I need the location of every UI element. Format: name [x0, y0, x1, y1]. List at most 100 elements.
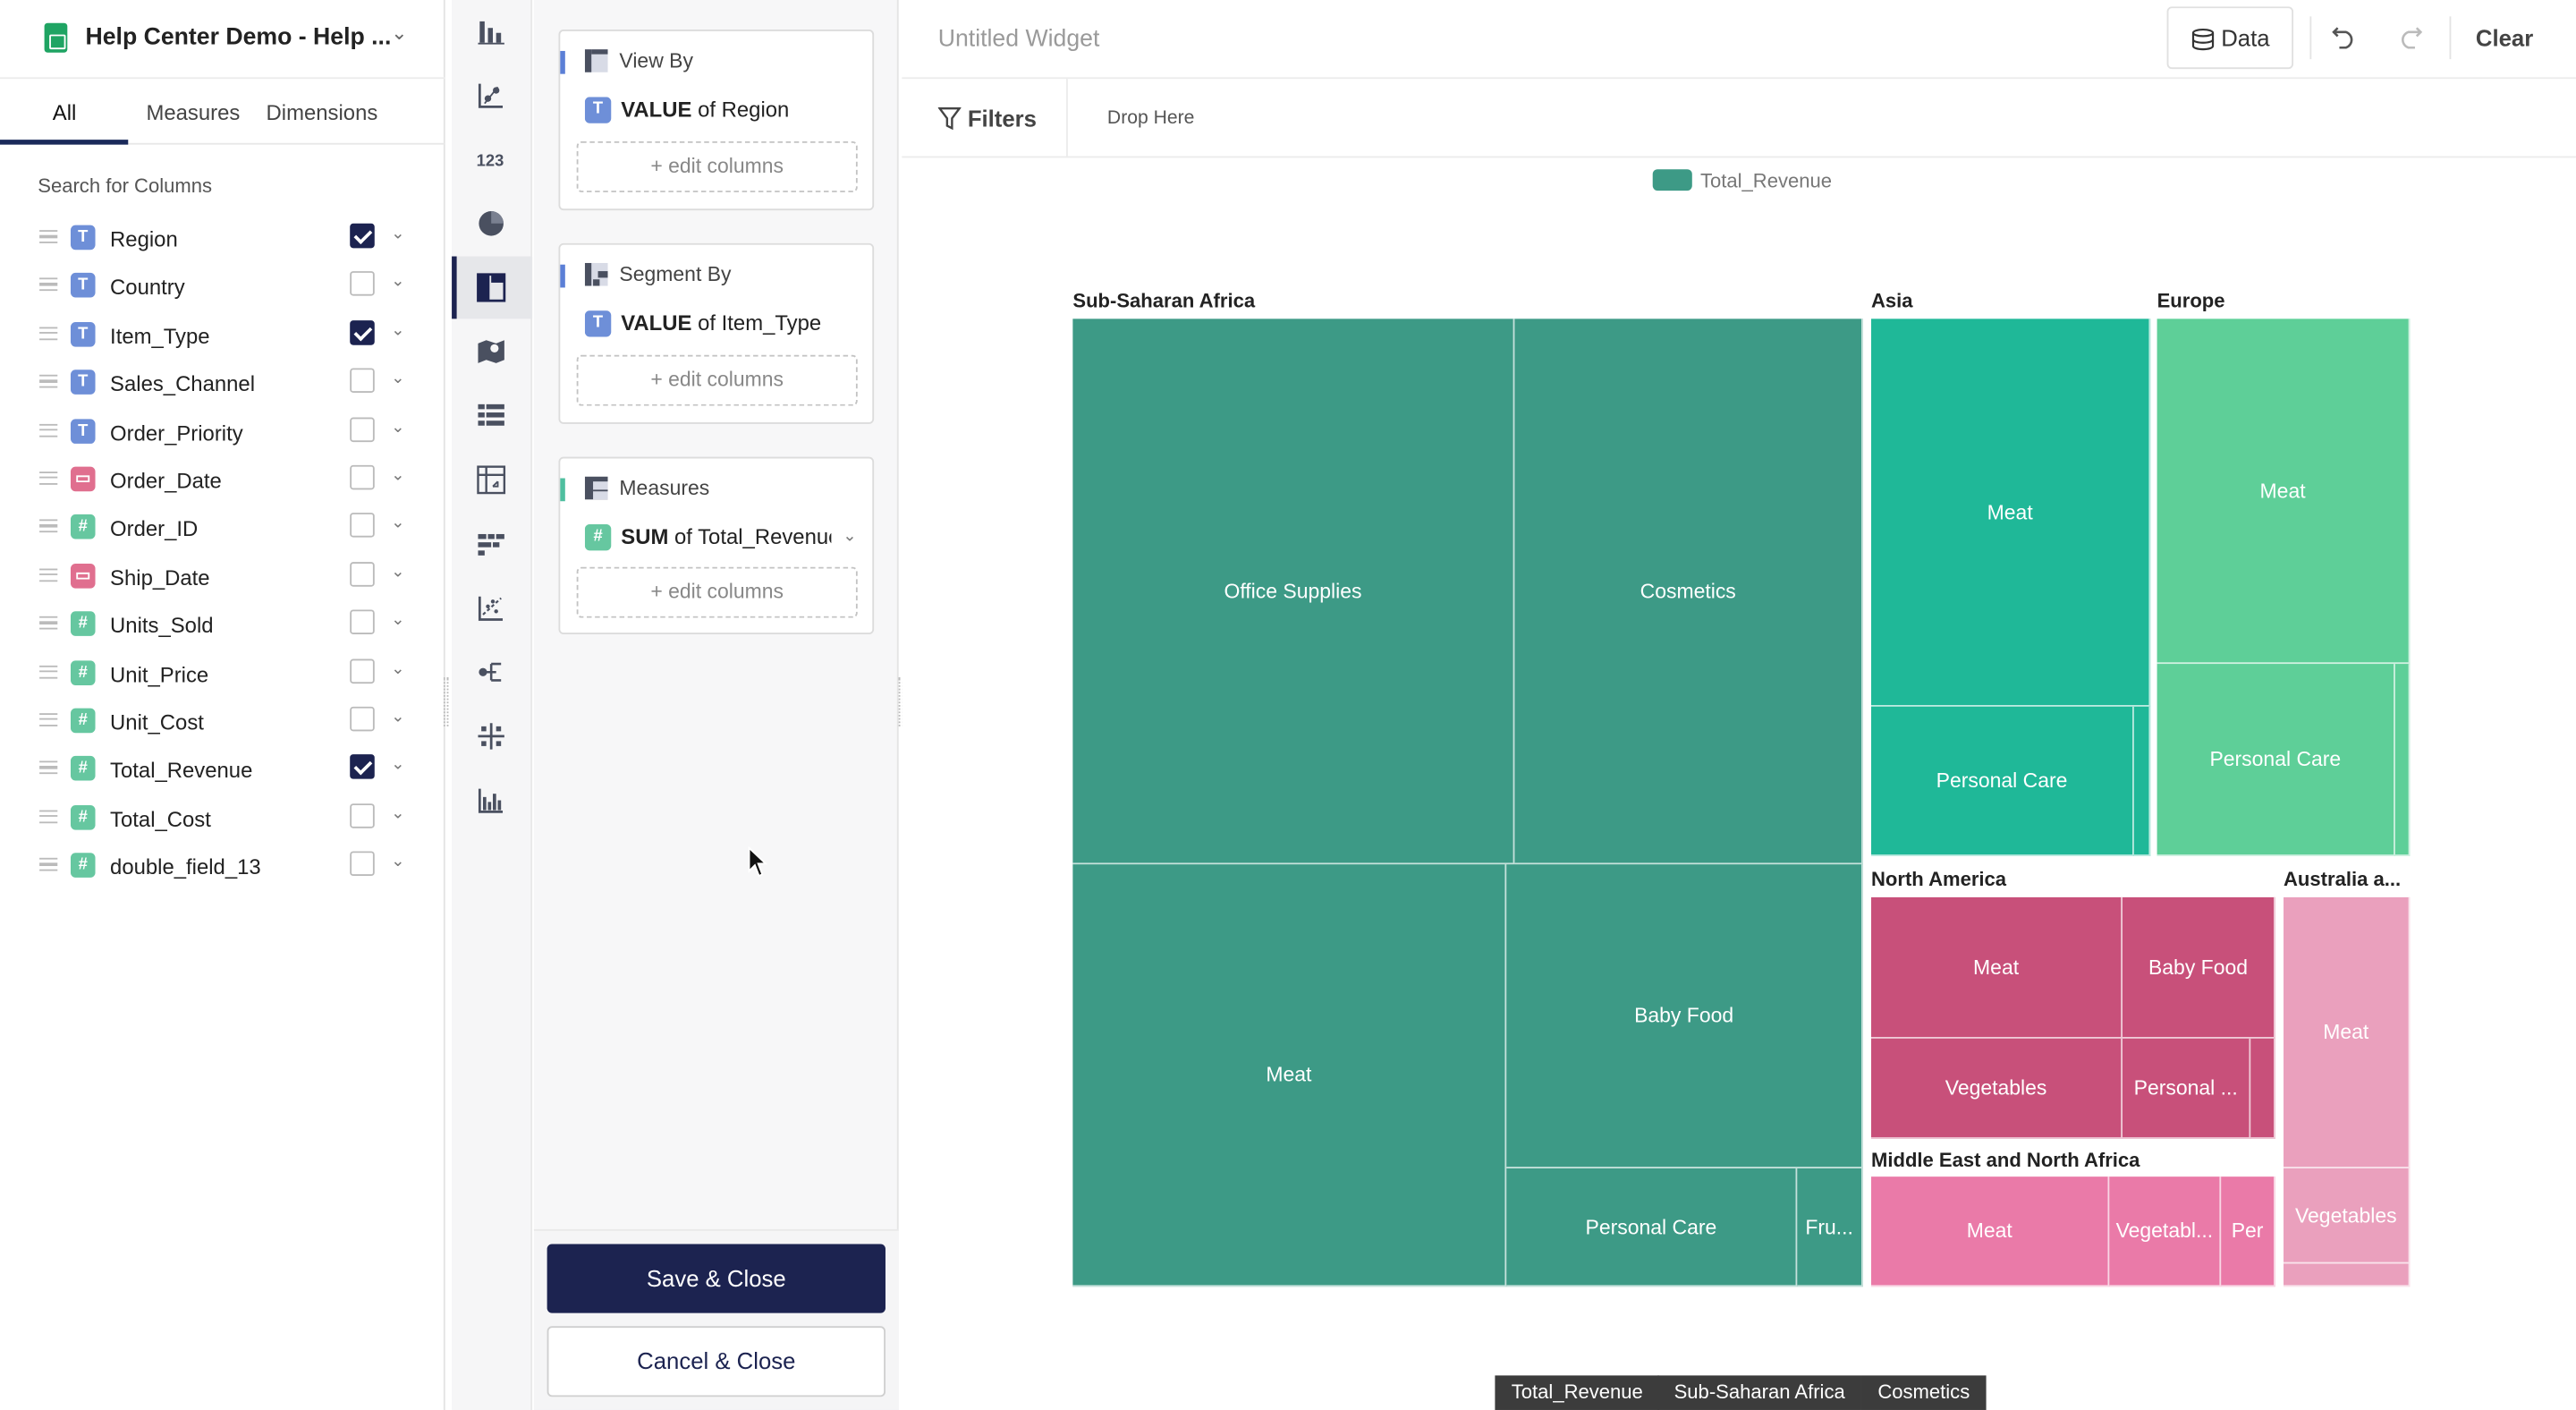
tab-measures[interactable]: Measures — [146, 100, 241, 125]
drag-handle-icon[interactable] — [39, 327, 58, 340]
treemap-cell[interactable]: Meat — [1871, 319, 2151, 707]
column-row[interactable]: # Units_Sold ⌄ — [0, 601, 445, 650]
treemap-cell[interactable]: Baby Food — [1506, 864, 1863, 1168]
filter-drop-zone[interactable]: Drop Here — [1106, 108, 1195, 129]
column-row[interactable]: # Total_Revenue ⌄ — [0, 746, 445, 794]
tab-dimensions[interactable]: Dimensions — [266, 100, 378, 125]
pivot-chart-type-button[interactable] — [452, 448, 532, 511]
breadcrumb-item[interactable]: Total_Revenue — [1495, 1375, 1660, 1410]
column-checkbox[interactable] — [350, 561, 375, 587]
drag-handle-icon[interactable] — [39, 616, 58, 630]
cancel-close-button[interactable]: Cancel & Close — [547, 1326, 886, 1397]
treemap-cell[interactable]: Fru... — [1797, 1168, 1863, 1287]
column-row[interactable]: # Order_ID ⌄ — [0, 505, 445, 554]
treemap-cell[interactable] — [2250, 1038, 2275, 1139]
treemap-cell[interactable]: Office Supplies — [1072, 319, 1515, 865]
drag-handle-icon[interactable] — [39, 423, 58, 437]
column-row[interactable]: T Item_Type ⌄ — [0, 312, 445, 361]
drag-handle-icon[interactable] — [39, 712, 58, 726]
drag-handle-icon[interactable] — [39, 278, 58, 292]
measures-field[interactable]: # SUM of Total_Revenue — [584, 523, 831, 552]
chevron-down-icon[interactable]: ⌄ — [391, 21, 408, 45]
treemap-cell[interactable] — [2394, 664, 2411, 856]
treemap-cell[interactable]: Per — [2221, 1176, 2275, 1287]
drag-handle-icon[interactable] — [39, 665, 58, 678]
drag-handle-icon[interactable] — [39, 471, 58, 485]
column-checkbox[interactable] — [350, 319, 375, 345]
column-row[interactable]: # Unit_Cost ⌄ — [0, 698, 445, 746]
treemap-cell[interactable]: Meat — [1871, 896, 2123, 1039]
column-checkbox[interactable] — [350, 851, 375, 877]
chevron-down-icon[interactable]: ⌄ — [391, 369, 405, 388]
pie-chart-type-button[interactable] — [452, 192, 532, 255]
drag-handle-icon[interactable] — [39, 230, 58, 243]
chevron-down-icon[interactable]: ⌄ — [391, 659, 405, 678]
data-button[interactable]: Data — [2166, 6, 2294, 70]
column-row[interactable]: # double_field_13 ⌄ — [0, 843, 445, 891]
segment-by-edit-columns-button[interactable]: + edit columns — [576, 354, 858, 406]
column-checkbox[interactable] — [350, 754, 375, 780]
breadcrumb-item[interactable]: Sub-Saharan Africa — [1657, 1375, 1862, 1410]
treemap-cell[interactable]: Vegetables — [1871, 1038, 2123, 1139]
filters-button[interactable]: Filters — [967, 105, 1037, 132]
treemap-cell[interactable]: Baby Food — [2123, 896, 2275, 1039]
chevron-down-icon[interactable]: ⌄ — [391, 756, 405, 775]
bar-chart-type-button[interactable] — [452, 0, 532, 63]
chevron-down-icon[interactable]: ⌄ — [391, 225, 405, 243]
column-row[interactable]: T Sales_Channel ⌄ — [0, 361, 445, 409]
drag-handle-icon[interactable] — [39, 809, 58, 823]
chevron-down-icon[interactable]: ⌄ — [391, 514, 405, 533]
tab-all[interactable]: All — [52, 100, 77, 125]
column-checkbox[interactable] — [350, 658, 375, 684]
drag-handle-icon[interactable] — [39, 760, 58, 775]
column-search-input[interactable]: Search for Columns — [38, 174, 213, 198]
chevron-down-icon[interactable]: ⌄ — [391, 804, 405, 823]
column-checkbox[interactable] — [350, 223, 375, 249]
column-row[interactable]: # Unit_Price ⌄ — [0, 650, 445, 698]
trend-chart-type-button[interactable] — [452, 577, 532, 640]
chevron-down-icon[interactable]: ⌄ — [391, 273, 405, 292]
column-checkbox[interactable] — [350, 368, 375, 394]
chevron-down-icon[interactable]: ⌄ — [391, 321, 405, 340]
chevron-down-icon[interactable]: ⌄ — [391, 466, 405, 485]
chevron-down-icon[interactable]: ⌄ — [391, 418, 405, 437]
treemap-cell[interactable]: Meat — [1871, 1176, 2110, 1287]
histogram-chart-type-button[interactable] — [452, 769, 532, 832]
funnel-chart-type-button[interactable] — [452, 513, 532, 575]
treemap-cell[interactable]: Vegetables — [2284, 1168, 2411, 1264]
drag-handle-icon[interactable] — [39, 375, 58, 388]
column-checkbox[interactable] — [350, 706, 375, 732]
breadcrumb-item[interactable]: Cosmetics — [1860, 1375, 1987, 1410]
column-checkbox[interactable] — [350, 513, 375, 539]
measures-edit-columns-button[interactable]: + edit columns — [576, 566, 858, 618]
drag-handle-icon[interactable] — [39, 857, 58, 871]
treemap-chart-type-button[interactable] — [452, 256, 533, 319]
chevron-down-icon[interactable]: ⌄ — [391, 611, 405, 630]
treemap-cell[interactable]: Personal Care — [1506, 1168, 1798, 1287]
column-row[interactable]: T Country ⌄ — [0, 264, 445, 312]
table-chart-type-button[interactable] — [452, 385, 532, 447]
treemap-cell[interactable]: Meat — [1072, 864, 1507, 1287]
chevron-down-icon[interactable]: ⌄ — [391, 708, 405, 726]
flow-chart-type-button[interactable] — [452, 641, 532, 703]
segment-by-field[interactable]: T VALUE of Item_Type — [584, 310, 864, 338]
chevron-down-icon[interactable]: ⌄ — [391, 853, 405, 871]
column-checkbox[interactable] — [350, 803, 375, 828]
clear-button[interactable]: Clear — [2475, 24, 2534, 51]
save-close-button[interactable]: Save & Close — [547, 1244, 886, 1313]
treemap-cell[interactable] — [2133, 706, 2151, 856]
panel-resize-handle[interactable] — [443, 676, 449, 726]
chevron-down-icon[interactable]: ⌄ — [391, 563, 405, 582]
scatter-chart-type-button[interactable] — [452, 64, 532, 127]
column-row[interactable]: ▭ Order_Date ⌄ — [0, 457, 445, 505]
treemap-cell[interactable]: Personal ... — [2123, 1038, 2251, 1139]
widget-title[interactable]: Untitled Widget — [937, 26, 1100, 53]
column-row[interactable]: T Order_Priority ⌄ — [0, 409, 445, 457]
treemap-cell[interactable]: Meat — [2284, 896, 2411, 1168]
map-chart-type-button[interactable] — [452, 320, 532, 383]
sparkle-chart-type-button[interactable] — [452, 705, 532, 768]
treemap-cell[interactable]: Cosmetics — [1514, 319, 1863, 865]
chevron-down-icon[interactable]: ⌄ — [843, 527, 857, 546]
number-chart-type-button[interactable]: 123 — [452, 128, 532, 191]
treemap-cell[interactable] — [2284, 1263, 2411, 1287]
